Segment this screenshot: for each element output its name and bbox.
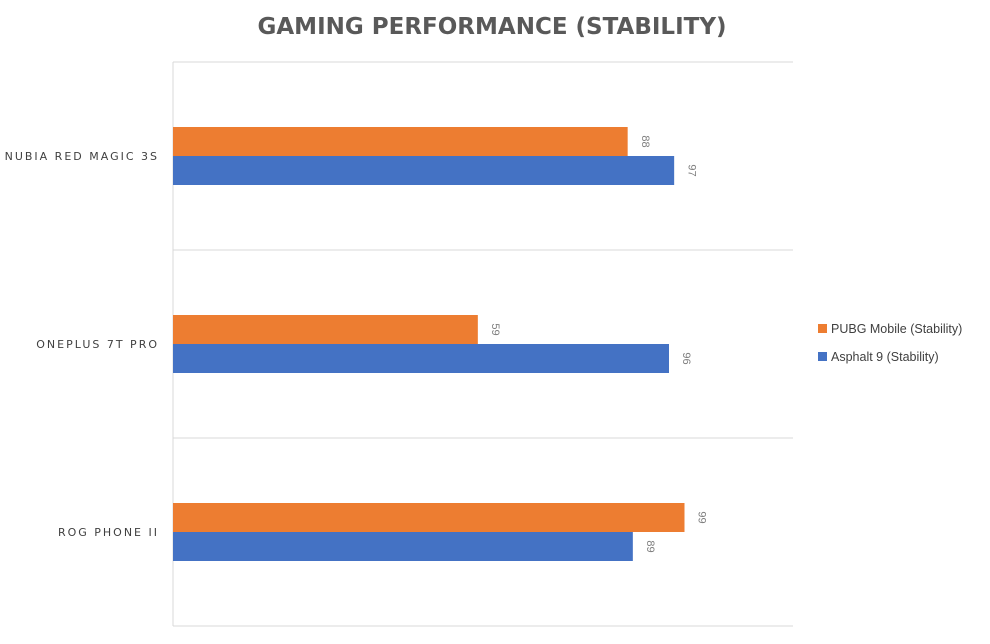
data-label: 99: [696, 511, 708, 523]
legend-label: Asphalt 9 (Stability): [831, 350, 939, 364]
bar: [173, 503, 685, 532]
bar: [173, 315, 478, 344]
bar: [173, 127, 628, 156]
legend: PUBG Mobile (Stability) Asphalt 9 (Stabil…: [818, 322, 962, 364]
bar: [173, 344, 669, 373]
data-label: 88: [639, 135, 651, 147]
data-label: 97: [685, 164, 697, 176]
plot-area: NUBIA RED MAGIC 3S 88 97 ONEPLUS 7T PRO 59 96…: [5, 61, 793, 627]
data-label: 89: [644, 540, 656, 552]
category-label: ONEPLUS 7T PRO: [36, 338, 159, 351]
bar: [173, 156, 675, 185]
category-label: ROG PHONE II: [58, 526, 159, 539]
category-label: NUBIA RED MAGIC 3S: [5, 150, 159, 163]
bar: [173, 532, 633, 561]
data-label: 96: [680, 352, 692, 364]
data-label: 59: [489, 323, 501, 335]
legend-swatch: [818, 352, 827, 361]
legend-swatch: [818, 324, 827, 333]
legend-label: PUBG Mobile (Stability): [831, 322, 962, 336]
chart-title: GAMING PERFORMANCE (STABILITY): [258, 14, 727, 40]
